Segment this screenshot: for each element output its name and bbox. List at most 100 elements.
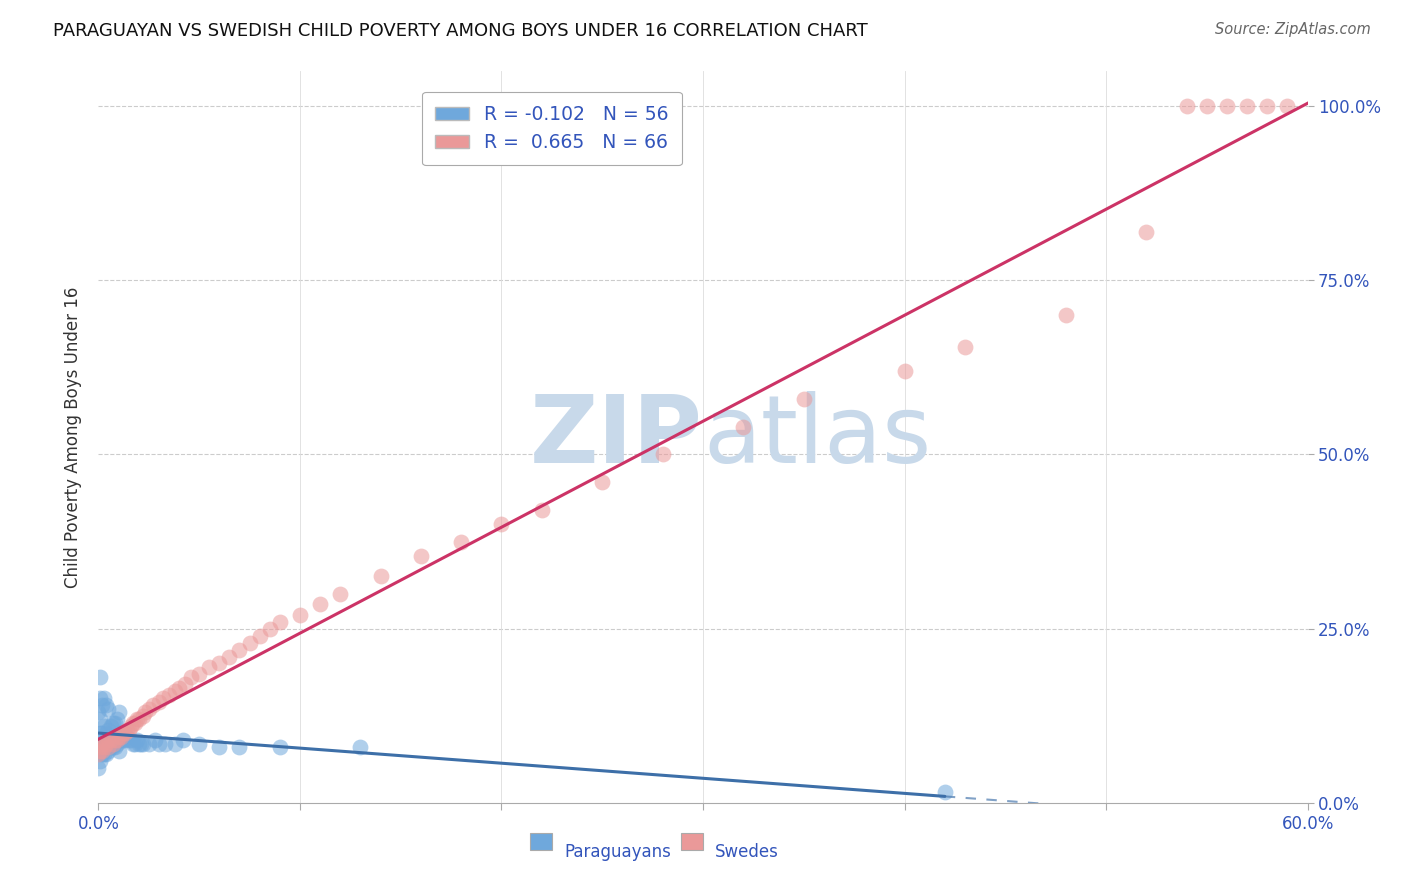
Point [89, 754, 111, 768]
Point [93, 747, 115, 761]
Point [128, 737, 150, 751]
Point [121, 715, 143, 730]
Point [120, 719, 142, 733]
Point [172, 733, 194, 747]
Point [97, 702, 120, 716]
Point [228, 642, 250, 657]
Point [91, 726, 114, 740]
Point [491, 517, 513, 532]
Point [198, 660, 221, 674]
Point [1135, 225, 1157, 239]
Point [118, 723, 141, 737]
Point [105, 733, 128, 747]
Point [249, 629, 271, 643]
Point [103, 715, 125, 730]
Point [89, 740, 111, 755]
Point [163, 684, 186, 698]
Point [163, 737, 186, 751]
Point [107, 743, 129, 757]
Point [89, 726, 111, 740]
Point [111, 733, 134, 747]
Point [138, 702, 160, 716]
Point [228, 740, 250, 755]
Point [208, 740, 231, 755]
Point [370, 569, 392, 583]
Point [103, 740, 125, 755]
Point [174, 677, 197, 691]
Point [89, 740, 111, 755]
Point [259, 622, 281, 636]
Point [153, 737, 176, 751]
Point [91, 743, 114, 757]
Point [105, 712, 128, 726]
Point [128, 712, 150, 726]
Y-axis label: Child Poverty Among Boys Under 16: Child Poverty Among Boys Under 16 [63, 286, 82, 588]
Point [269, 615, 291, 629]
Point [208, 657, 231, 671]
Point [107, 705, 129, 719]
Point [97, 740, 120, 755]
Point [329, 587, 352, 601]
Point [148, 737, 170, 751]
Point [96, 737, 118, 751]
Point [152, 691, 174, 706]
Point [110, 730, 132, 744]
Point [180, 670, 202, 684]
Point [96, 698, 118, 713]
Point [893, 364, 915, 378]
Point [450, 534, 472, 549]
Point [309, 597, 332, 611]
Point [100, 719, 122, 733]
Point [129, 737, 152, 751]
Point [188, 667, 211, 681]
Text: Source: ZipAtlas.com: Source: ZipAtlas.com [1215, 22, 1371, 37]
Point [107, 726, 129, 740]
Point [120, 733, 142, 747]
Point [530, 503, 553, 517]
Point [134, 705, 156, 719]
Point [269, 740, 291, 755]
Point [121, 737, 143, 751]
Point [132, 737, 155, 751]
Point [167, 681, 190, 695]
Point [793, 392, 815, 406]
Point [114, 726, 136, 740]
Point [114, 733, 136, 747]
Point [101, 740, 124, 755]
Point [87, 747, 110, 761]
Point [107, 730, 129, 744]
Point [87, 761, 110, 775]
Point [101, 737, 124, 751]
Point [110, 733, 132, 747]
Point [188, 737, 211, 751]
Point [349, 740, 371, 755]
Point [934, 785, 956, 799]
Text: atlas: atlas [703, 391, 931, 483]
Text: Paraguayans: Paraguayans [564, 843, 671, 861]
Point [288, 607, 311, 622]
Point [1175, 99, 1198, 113]
Point [91, 747, 114, 761]
Point [125, 712, 148, 726]
FancyBboxPatch shape [530, 833, 551, 850]
Point [953, 339, 976, 353]
Point [1256, 99, 1278, 113]
Point [89, 670, 111, 684]
Point [89, 712, 111, 726]
Point [96, 726, 118, 740]
Point [97, 723, 120, 737]
Point [138, 737, 160, 751]
Point [96, 747, 118, 761]
Point [124, 737, 146, 751]
Point [733, 419, 755, 434]
Point [409, 549, 432, 563]
Point [124, 715, 146, 730]
Point [101, 715, 124, 730]
Point [103, 733, 125, 747]
Point [218, 649, 240, 664]
Point [93, 691, 115, 706]
Point [97, 743, 120, 757]
Point [93, 719, 115, 733]
Point [1054, 308, 1077, 322]
Point [105, 737, 128, 751]
